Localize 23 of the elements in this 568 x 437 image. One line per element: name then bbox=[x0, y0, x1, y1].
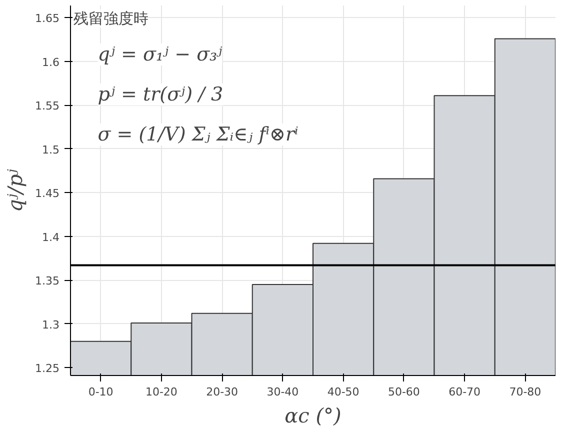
y-tick-label: 1.25 bbox=[35, 362, 60, 376]
annotation: σ = (1/V) Σⱼ Σᵢ∈ⱼ fⁱ⊗rⁱ bbox=[98, 124, 299, 146]
x-tick-label: 40-50 bbox=[327, 386, 360, 398]
y-tick-label: 1.6 bbox=[42, 56, 60, 69]
annotation: pʲ = tr(σʲ) / 3 bbox=[98, 84, 224, 106]
y-tick-label: 1.3 bbox=[42, 318, 60, 332]
y-tick-label: 1.35 bbox=[35, 274, 60, 288]
y-tick-label: 1.4 bbox=[42, 230, 60, 244]
y-tick-label: 1.45 bbox=[35, 187, 60, 200]
y-tick-label: 1.5 bbox=[42, 143, 60, 156]
x-tick-label: 70-80 bbox=[509, 386, 542, 398]
x-tick-label: 20-30 bbox=[206, 386, 238, 398]
y-axis-title: qʲ/pʲ bbox=[3, 168, 28, 212]
y-tick-label: 1.65 bbox=[35, 12, 60, 26]
x-tick-label: 0-10 bbox=[88, 386, 114, 398]
y-tick-label: 1.55 bbox=[35, 100, 60, 113]
x-axis-title: αc (°) bbox=[284, 404, 342, 428]
x-tick-label: 30-40 bbox=[266, 386, 299, 398]
annotation: qʲ = σ₁ʲ − σ₃ʲ bbox=[98, 44, 222, 66]
x-tick-label: 60-70 bbox=[448, 386, 481, 398]
annotation: 残留強度時 bbox=[74, 10, 149, 28]
x-tick-label: 50-60 bbox=[388, 386, 420, 398]
x-tick-label: 10-20 bbox=[145, 386, 178, 398]
